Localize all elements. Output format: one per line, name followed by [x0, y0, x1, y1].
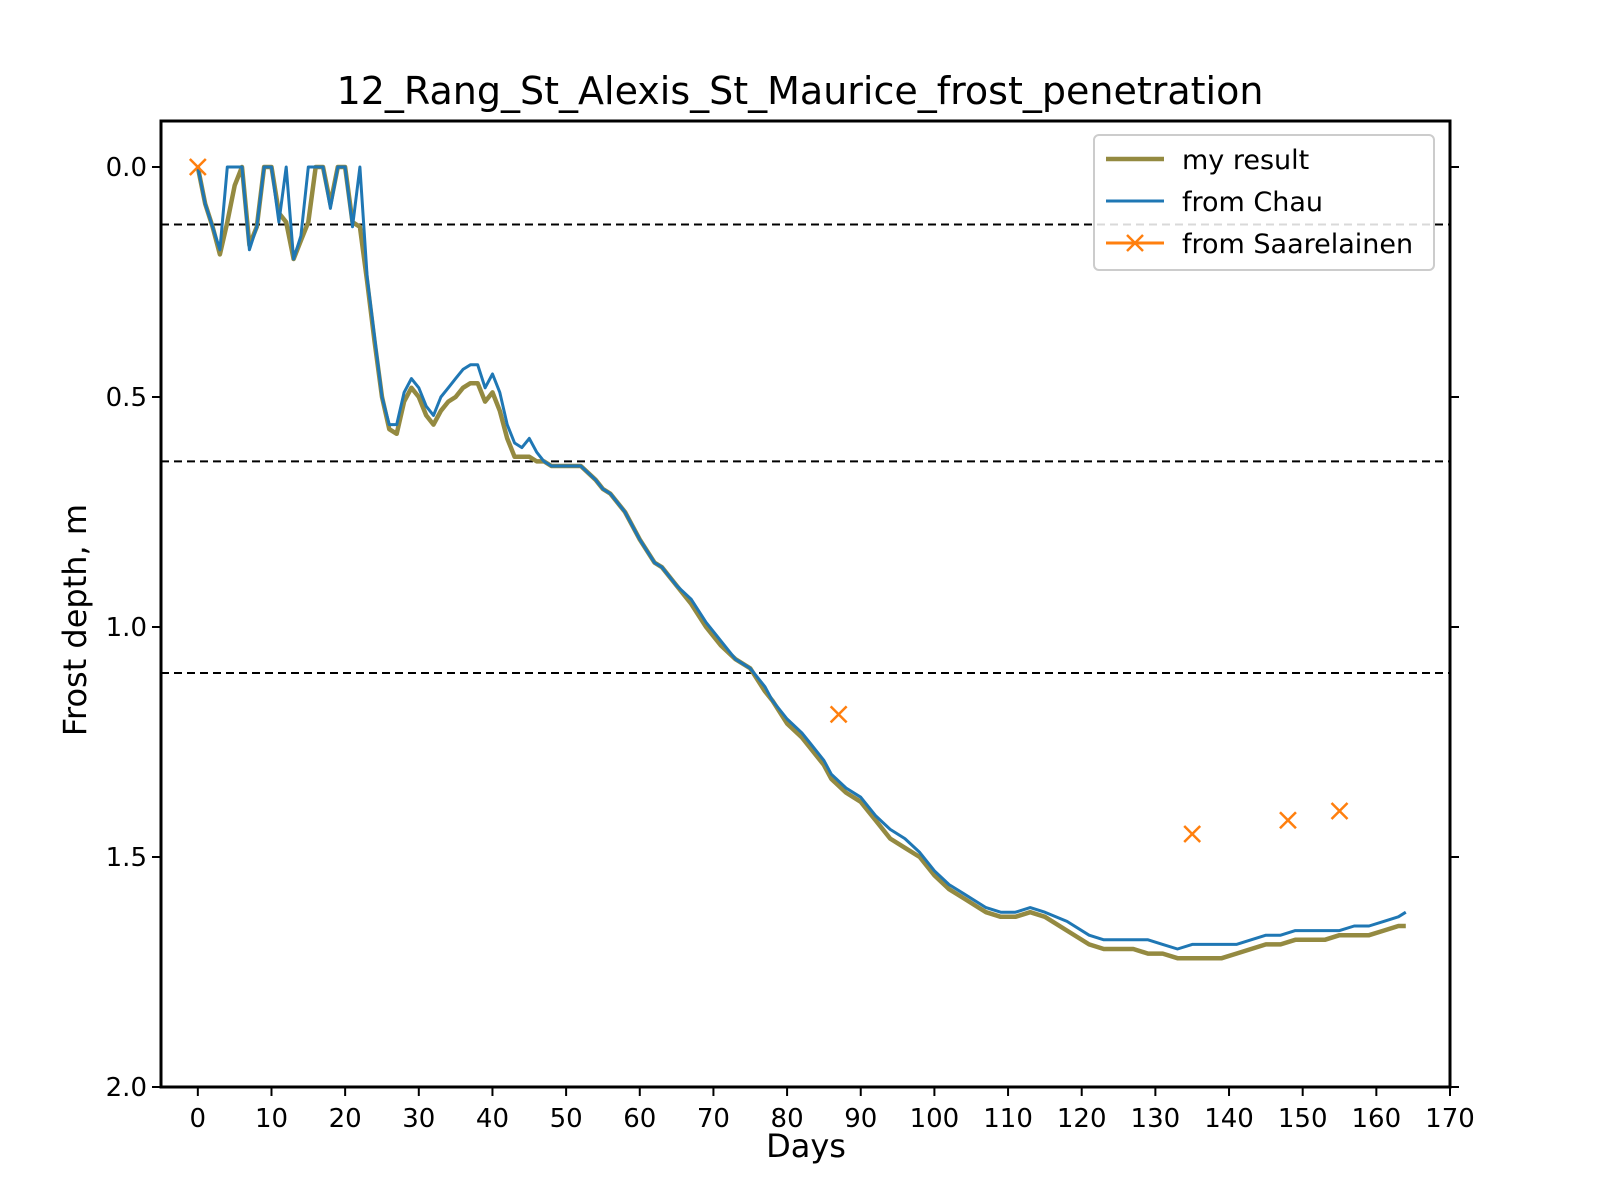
- x-tick-label-5: 50: [550, 1104, 583, 1134]
- x-tick-label-12: 120: [1057, 1104, 1107, 1134]
- x-axis-ticks: 0 10 20 30 40 50 60 70 80 90 100 110 120 130 140 150 160…: [190, 1087, 1475, 1134]
- x-tick-label-11: 110: [983, 1104, 1033, 1134]
- x-tick-label-4: 40: [476, 1104, 509, 1134]
- series-line-0: [195, 164, 1406, 961]
- x-tick-label-2: 20: [329, 1104, 362, 1134]
- x-tick-label-1: 10: [255, 1104, 288, 1134]
- reference-lines: [161, 223, 1450, 674]
- x-axis-label: Days: [766, 1127, 846, 1165]
- x-tick-label-7: 70: [697, 1104, 730, 1134]
- y-tick-label-0: 0.0: [106, 153, 147, 183]
- saarelainen-point-3: [1279, 811, 1297, 830]
- chart-title: 12_Rang_St_Alexis_St_Maurice_frost_penet…: [337, 69, 1264, 113]
- legend-label-1: from Chau: [1182, 187, 1323, 218]
- x-tick-label-13: 130: [1131, 1104, 1181, 1134]
- series-layer: [188, 158, 1407, 961]
- saarelainen-point-4: [1330, 802, 1349, 820]
- x-tick-label-16: 160: [1352, 1104, 1402, 1134]
- saarelainen-point-2: [1183, 825, 1202, 843]
- y-axis-ticks: 0.0 0.5 1.0 1.5 2.0: [106, 153, 1459, 1103]
- y-tick-label-2: 1.0: [106, 613, 147, 643]
- y-tick-label-1: 0.5: [106, 383, 147, 413]
- legend-entry-0: my result: [1106, 145, 1309, 176]
- x-tick-label-17: 170: [1425, 1104, 1475, 1134]
- x-tick-label-3: 30: [402, 1104, 435, 1134]
- x-tick-label-0: 0: [190, 1104, 207, 1134]
- saarelainen-point-1: [829, 705, 848, 724]
- plot-frame: [159, 119, 1452, 1089]
- saarelainen-point-0: [188, 158, 207, 176]
- x-tick-label-10: 100: [910, 1104, 960, 1134]
- y-axis-label: Frost depth, m: [56, 504, 94, 736]
- x-tick-label-15: 150: [1278, 1104, 1328, 1134]
- series-line-1: [196, 165, 1407, 951]
- legend-label-0: my result: [1182, 145, 1309, 176]
- x-tick-label-6: 60: [623, 1104, 656, 1134]
- y-tick-label-3: 1.5: [106, 843, 147, 873]
- y-tick-label-4: 2.0: [106, 1073, 147, 1103]
- x-tick-label-9: 90: [844, 1104, 877, 1134]
- x-tick-label-14: 140: [1204, 1104, 1254, 1134]
- legend-entry-2: from Saarelainen: [1106, 229, 1413, 260]
- x-tick-label-8: 80: [771, 1104, 804, 1134]
- legend-entry-1: from Chau: [1106, 187, 1323, 218]
- legend-label-2: from Saarelainen: [1182, 229, 1413, 260]
- legend: my result from Chau from Saarelainen: [1093, 134, 1435, 271]
- legend-box: [1093, 134, 1435, 271]
